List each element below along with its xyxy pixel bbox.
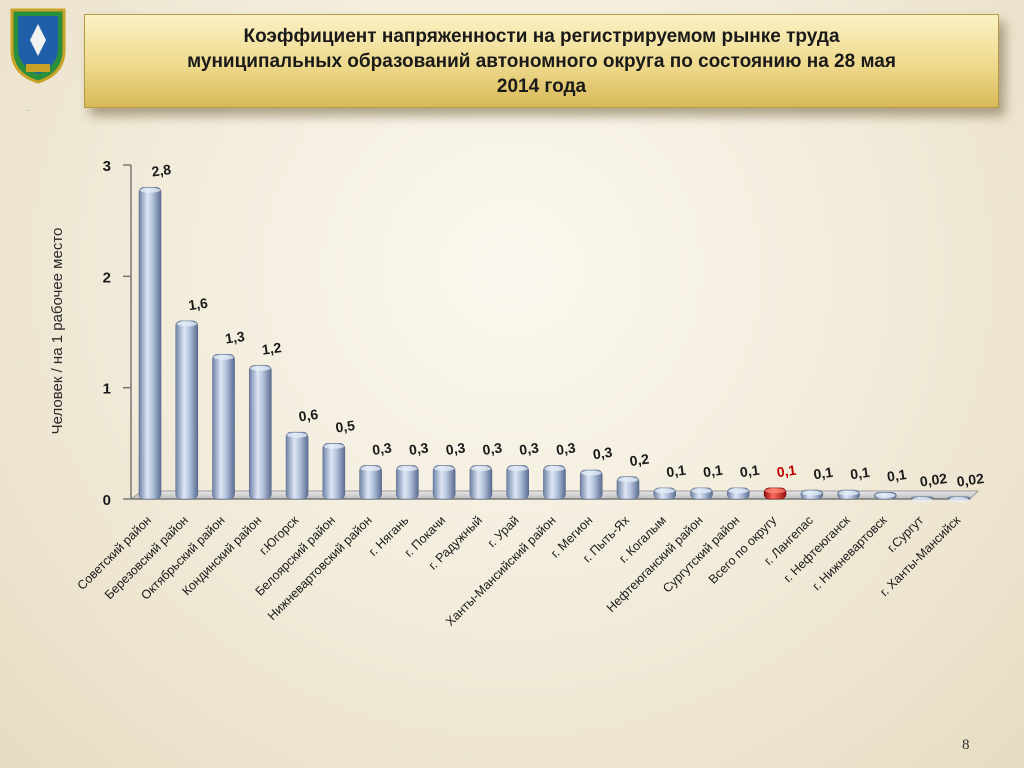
bar-top-highlight [434,466,455,472]
bar [469,465,493,500]
y-tick-label: 2 [103,269,111,286]
bar-top-highlight [728,488,749,494]
bar-value-label: 1,3 [224,328,246,347]
bar-value-label: 0,1 [702,462,724,481]
bar-value-label: 0,6 [298,406,320,425]
bar [285,431,309,500]
bar-top-highlight [360,466,381,472]
bar [543,465,566,500]
bar-top-highlight [765,488,786,494]
bar-value-label: 0,1 [886,466,908,485]
bar-value-label: 0,3 [592,444,614,463]
bar-value-label: 0,02 [919,470,948,490]
bar-value-label: 0,1 [776,462,798,481]
bar [432,465,456,500]
bar-top-highlight [397,466,418,472]
bar [396,465,419,500]
y-axis-title: Человек / на 1 рабочее место [49,228,66,435]
bar-top-highlight [287,432,308,438]
bar-top-highlight [323,443,344,449]
bar-top-highlight [948,497,969,503]
bar-value-label: 0,3 [555,439,577,458]
bar-top-highlight [213,354,234,360]
title-banner: Коэффициент напряженности на регистрируе… [84,14,999,108]
bar-value-label: 0,1 [812,464,834,483]
coat-of-arms-emblem [10,8,66,84]
bar-value-label: 0,3 [518,439,540,458]
bar-value-label: 0,2 [629,450,651,469]
bar [506,465,530,500]
bar-top-highlight [470,466,491,472]
bar-top-highlight [544,466,565,472]
bar [249,365,272,500]
bar-top-highlight [654,488,675,494]
bar-top-highlight [691,488,712,494]
bar-value-label: 0,3 [481,439,503,458]
page-number: 8 [962,737,970,753]
bar-top-highlight [581,470,602,476]
bar-top-highlight [912,497,933,503]
bar [616,476,640,500]
decorative-dot: . [27,104,30,113]
bar-value-label: 1,2 [261,339,283,358]
category-label: г. Нефтеюганск [781,513,853,585]
bar-top-highlight [801,490,822,496]
bar-value-label: 0,3 [408,439,430,458]
bar-top-highlight [875,492,896,498]
bar-value-label: 0,1 [849,464,871,483]
bar-top-highlight [140,187,160,193]
bar-value-label: 1,6 [187,295,209,314]
bar-top-highlight [838,490,859,496]
y-tick-label: 3 [103,158,111,175]
bar-value-label: 2,8 [151,161,173,180]
bar-value-label: 0,1 [739,462,761,481]
bar [322,443,346,500]
bar-value-label: 0,3 [371,439,393,458]
y-tick-label: 1 [103,381,111,398]
y-tick-label: 0 [103,492,111,509]
bar [212,353,235,500]
bar-top-highlight [250,365,271,371]
page-title: Коэффициент напряженности на регистрируе… [187,25,896,97]
bar [175,320,199,500]
bar-value-label: 0,1 [665,462,687,481]
bar-value-label: 0,3 [445,439,467,458]
bar-value-label: 0,02 [956,470,985,490]
bar-top-highlight [618,477,639,483]
bar-top-highlight [507,466,528,472]
bar-value-label: 0,5 [334,417,356,436]
bar [359,465,382,500]
bar [138,186,162,500]
bar [579,469,603,500]
bar-top-highlight [176,321,197,327]
